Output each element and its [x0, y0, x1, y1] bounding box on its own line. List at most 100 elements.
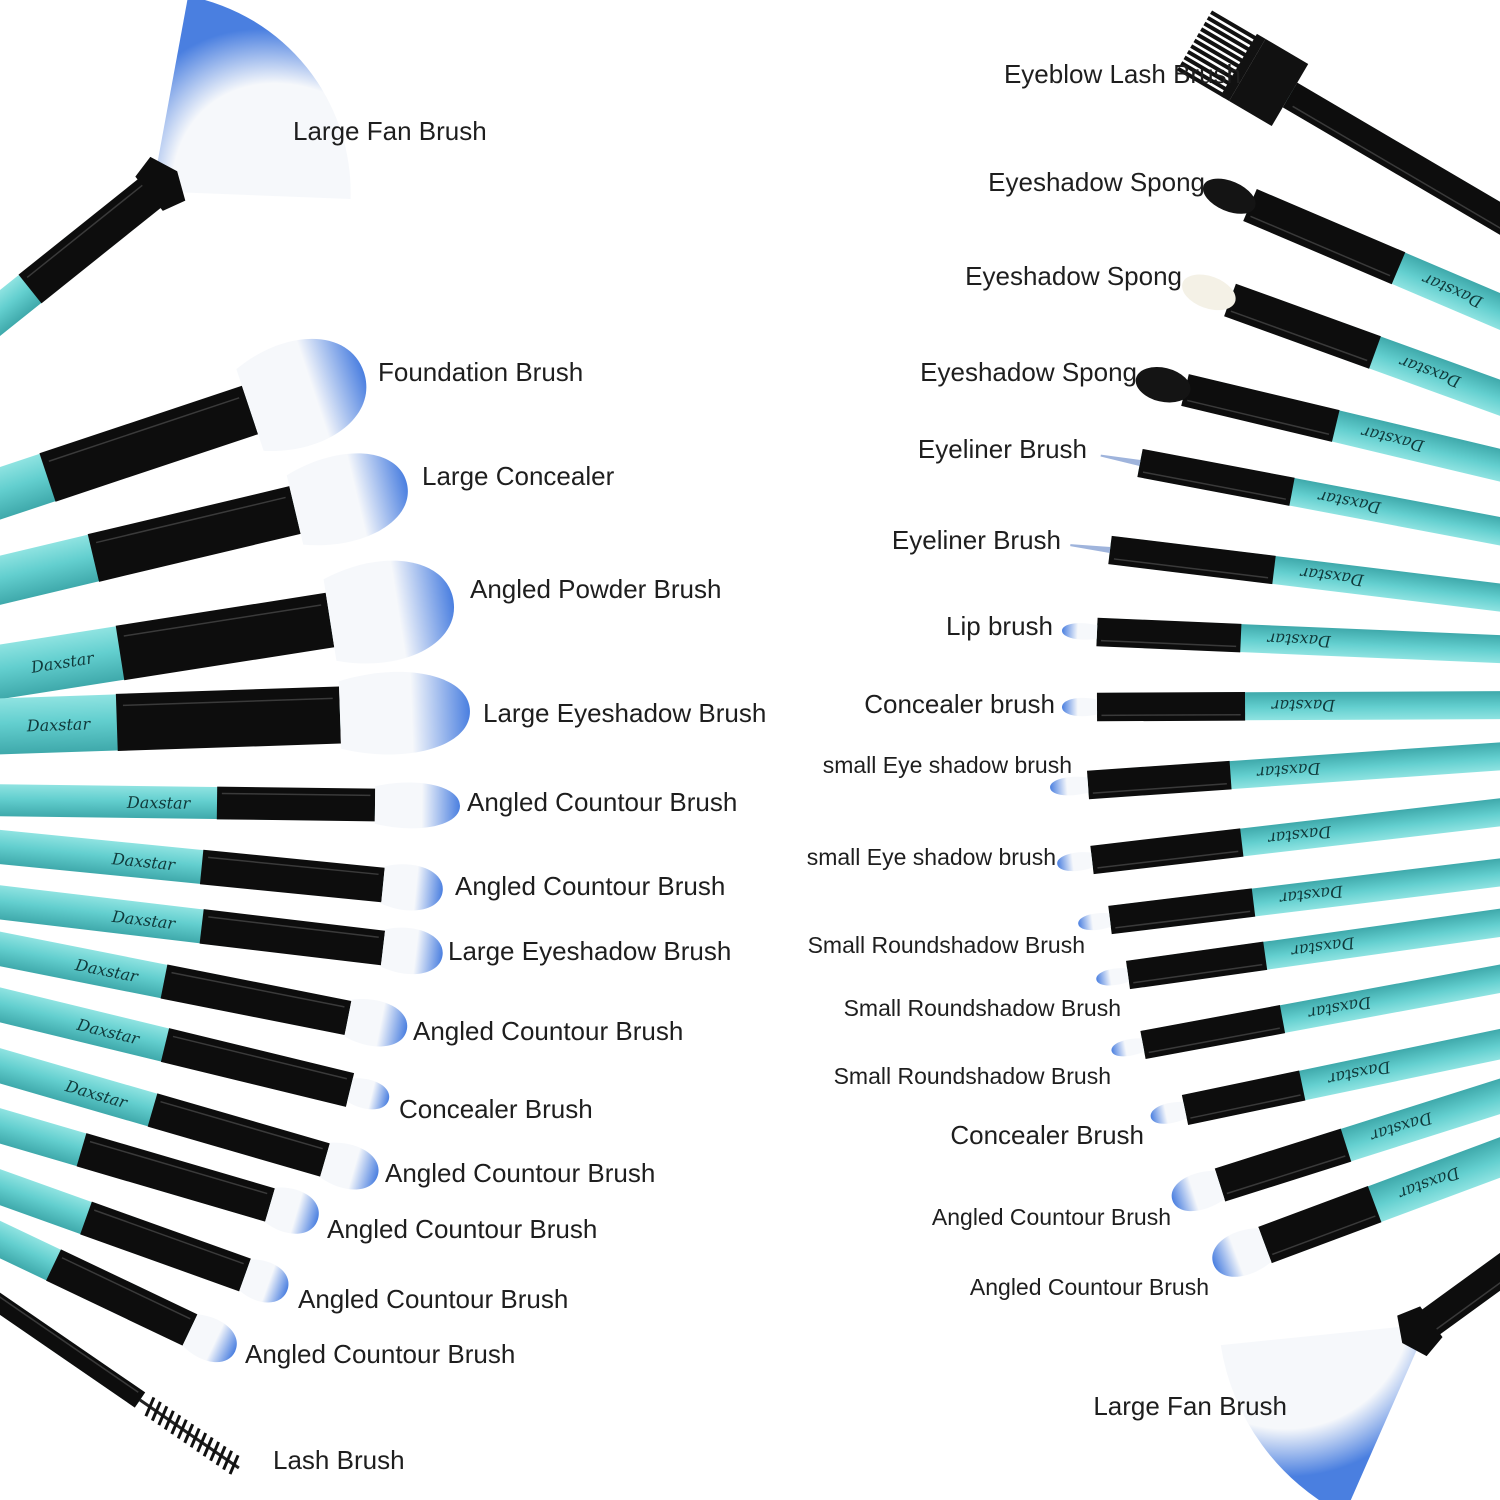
brush-ferrule: [46, 1249, 198, 1346]
fan-bristles: [1220, 1324, 1429, 1500]
ferrule-shine: [208, 856, 379, 876]
eyeliner-brush-2: Daxstar: [1070, 535, 1500, 614]
label-eyeshadow-spong-2: Eyeshadow Spong: [965, 261, 1182, 291]
ferrule-shine: [1092, 783, 1227, 794]
label-lip-brush: Lip brush: [946, 611, 1053, 641]
ferrule-shine: [1292, 105, 1500, 234]
ferrule-shine: [221, 792, 371, 797]
label-large-fan-brush-right: Large Fan Brush: [1093, 1391, 1287, 1421]
brush-ferrule: [1140, 1005, 1286, 1060]
brush-bristles: [1212, 1228, 1272, 1277]
brush-ferrule: [1243, 189, 1406, 285]
label-angled-powder-brush: Angled Powder Brush: [470, 574, 722, 604]
brush-ferrule: [0, 1282, 146, 1408]
liner-bristles: [1070, 544, 1111, 553]
label-angled-countour-brush-7: Angled Countour Brush: [245, 1339, 516, 1369]
handle-brand-text: Daxstar: [1270, 696, 1336, 715]
label-eyeblow-lash-brush: Eyeblow Lash Brush: [1003, 59, 1241, 89]
ferrule-shine: [1226, 1155, 1346, 1195]
angled-countour-brush-2: Daxstar: [0, 828, 443, 911]
comb-spine: [1220, 33, 1266, 101]
ferrule-shine: [1428, 1259, 1500, 1336]
spoolie-bristle: [209, 1441, 221, 1462]
comb-tooth: [1186, 49, 1237, 82]
label-small-eye-shadow-brush-1: small Eye shadow brush: [822, 752, 1072, 778]
ferrule-shine: [1101, 713, 1241, 717]
eyeshadow-spong-1: Daxstar: [1202, 178, 1500, 334]
angled-countour-brush-7: [0, 1216, 237, 1363]
brush-ferrule: [1137, 448, 1295, 506]
label-concealer-brush-small: Concealer brush: [864, 689, 1055, 719]
brush-bristles: [236, 338, 367, 451]
small-roundshadow-brush-2: Daxstar: [1096, 906, 1500, 990]
brush-ferrule: [1181, 1070, 1306, 1125]
ferrule-shine: [172, 1035, 348, 1080]
large-fan-brush: [0, 0, 351, 357]
brow-brush: [1229, 38, 1309, 127]
right-brush-group: DaxstarDaxstarDaxstarDaxstarDaxstarDaxst…: [1050, 10, 1500, 1500]
ferrule-shine: [1187, 399, 1330, 435]
angled-countour-brush-4: Daxstar: [0, 1045, 379, 1190]
brush-ferrule: [147, 1093, 330, 1177]
angled-countour-brush-6: [0, 1165, 289, 1303]
lip-brush: Daxstar: [1062, 617, 1500, 664]
ferrule-shine: [1113, 558, 1269, 579]
ferrule-shine: [171, 971, 345, 1008]
ferrule-shine: [89, 1140, 268, 1195]
brush-ferrule: [199, 909, 386, 966]
brush-ferrule: [160, 1028, 355, 1107]
sponge-tip: [1202, 178, 1256, 214]
label-angled-countour-brush-r1: Angled Countour Brush: [931, 1204, 1171, 1230]
brush-bristles: [286, 453, 408, 546]
label-large-concealer: Large Concealer: [422, 461, 615, 491]
brush-ferrule: [87, 486, 301, 582]
ferrule-shine: [1097, 850, 1239, 869]
ferrule-shine: [1250, 215, 1391, 277]
brush-bristles: [1096, 968, 1129, 986]
concealer-brush-right: Daxstar: [1150, 1026, 1500, 1125]
brush-ferrule: [1108, 535, 1276, 585]
small-roundshadow-brush-1: Daxstar: [1078, 856, 1500, 935]
comb-tooth: [1200, 27, 1250, 59]
brush-ferrule: [80, 1201, 251, 1292]
label-angled-countour-brush-r2: Angled Countour Brush: [969, 1274, 1209, 1300]
brush-ferrule: [1096, 617, 1242, 653]
ferrule-shine: [123, 604, 322, 637]
comb-tooth: [1190, 44, 1240, 76]
label-eyeliner-brush-2: Eyeliner Brush: [891, 525, 1061, 555]
brush-bristles: [319, 1142, 379, 1190]
ferrule-shine: [1115, 910, 1251, 929]
spoolie-bristle: [163, 1410, 175, 1431]
concealer-brush: Daxstar: [0, 984, 390, 1110]
brush-bristles: [1078, 912, 1111, 931]
spoolie-bristle: [215, 1445, 227, 1466]
brush-ferrule: [18, 170, 172, 304]
fan-ferrule: [1397, 1306, 1443, 1357]
brush-ferrule: [1181, 374, 1340, 442]
label-large-eyeshadow-brush-2: Large Eyeshadow Brush: [448, 936, 732, 966]
brush-bristles: [1150, 1101, 1187, 1124]
large-concealer: [0, 453, 408, 607]
brush-ferrule: [1258, 1185, 1382, 1264]
label-large-eyeshadow-brush: Large Eyeshadow Brush: [483, 698, 767, 728]
spoolie-bristle: [150, 1401, 162, 1422]
brush-ferrule: [1096, 692, 1246, 722]
handle-brand-text: Daxstar: [26, 714, 92, 735]
brush-bristles: [381, 864, 443, 911]
large-fan-brush-right: [1220, 1237, 1500, 1500]
spoolie-bristle: [202, 1436, 214, 1457]
left-brush-group: DaxstarDaxstarDaxstarDaxstarDaxstarDaxst…: [0, 0, 470, 1475]
comb-tooth: [1193, 38, 1243, 70]
angled-countour-brush-3: Daxstar: [0, 929, 408, 1047]
spoolie-bristle: [144, 1396, 156, 1417]
label-eyeshadow-spong-3: Eyeshadow Spong: [920, 357, 1137, 387]
brush-ferrule: [39, 385, 259, 502]
label-large-fan-brush: Large Fan Brush: [293, 116, 487, 146]
label-concealer-brush-right: Concealer Brush: [950, 1120, 1144, 1150]
brush-bristles: [182, 1314, 237, 1363]
brush-bristles: [347, 1078, 390, 1110]
comb-tooth: [1203, 21, 1253, 54]
brush-bristles: [1062, 623, 1098, 640]
fan-bristles: [152, 0, 351, 200]
liner-bristles: [1100, 454, 1141, 466]
